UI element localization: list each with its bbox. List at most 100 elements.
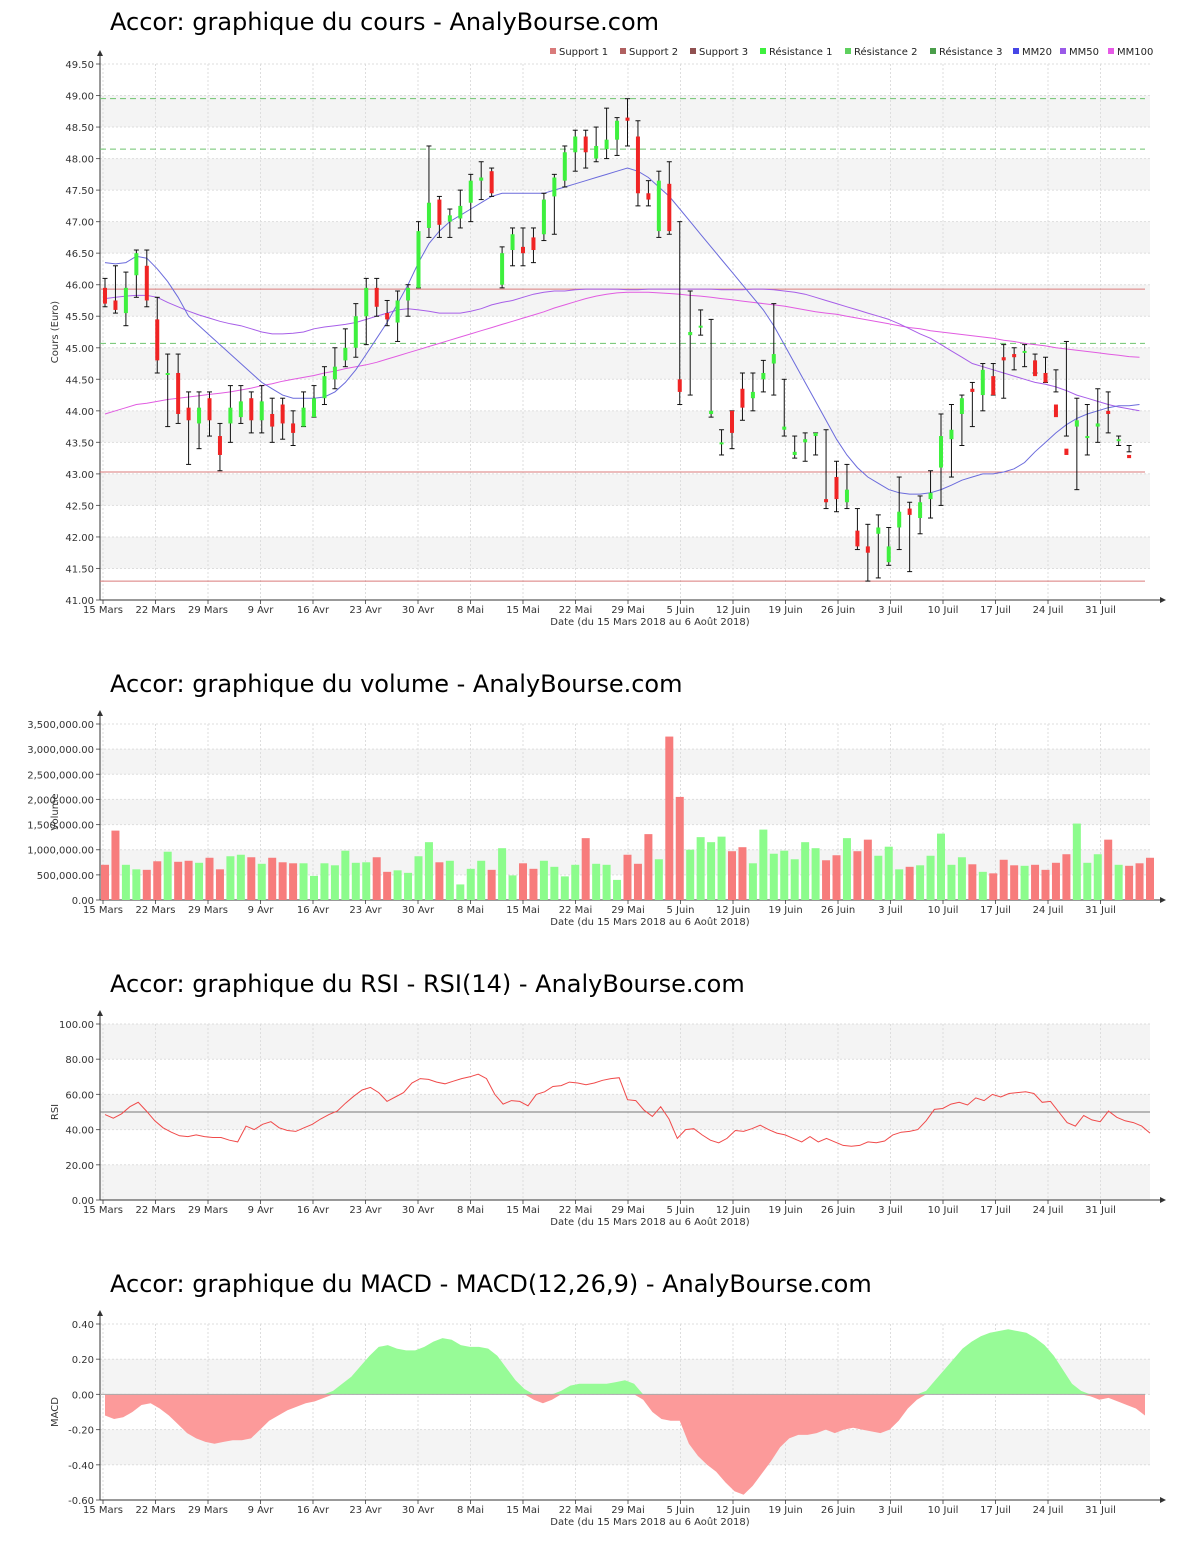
y-tick-label: 49.50 <box>65 60 94 71</box>
candle-body <box>521 246 525 254</box>
volume-bar <box>393 870 402 900</box>
volume-bar <box>633 863 642 900</box>
x-tick-label: 31 Juil <box>1085 1505 1116 1516</box>
y-tick-label: 41.50 <box>65 564 94 575</box>
x-tick-label: 15 Mai <box>506 1205 539 1216</box>
volume-bar <box>1072 823 1081 900</box>
x-tick-label: 15 Mars <box>83 905 123 916</box>
x-tick-label: 22 Mars <box>136 1205 176 1216</box>
x-tick-label: 19 Juin <box>768 1205 802 1216</box>
y-tick-label: 45.50 <box>65 312 94 323</box>
volume-bar <box>654 859 663 900</box>
volume-bar <box>1051 862 1060 900</box>
x-tick-label: 22 Mai <box>559 905 592 916</box>
x-tick-label: 15 Mars <box>83 1205 123 1216</box>
candle-body <box>991 376 996 396</box>
y-tick-label: 42.00 <box>65 533 94 544</box>
candle-body <box>719 442 724 445</box>
volume-bar <box>874 855 883 900</box>
volume-bar <box>728 851 736 900</box>
volume-bar <box>560 876 569 900</box>
legend-label: MM100 <box>1117 47 1153 58</box>
candle-body <box>1022 350 1027 353</box>
grid-band <box>100 799 1150 825</box>
volume-bar <box>383 871 392 900</box>
y-tick-label: -0.60 <box>68 1496 94 1507</box>
y-tick-label: 80.00 <box>65 1055 94 1066</box>
x-tick-label: 23 Avr <box>349 605 382 616</box>
x-tick-label: 16 Avr <box>297 905 330 916</box>
volume-bar <box>1083 862 1092 900</box>
x-tick-label: 29 Mai <box>611 605 644 616</box>
candle-body <box>761 372 766 380</box>
x-tick-label: 9 Avr <box>248 605 275 616</box>
y-tick-label: 47.00 <box>65 218 94 229</box>
volume-bar <box>529 868 538 900</box>
grid-band <box>100 221 1150 254</box>
y-axis-title: Volume <box>50 793 61 830</box>
price-chart: 41.00 41.50 42.00 42.50 43.00 43.50 44.00 44.50… <box>50 46 1166 628</box>
candle-body <box>500 253 505 285</box>
candle-body <box>134 253 139 276</box>
candle-body <box>322 376 327 399</box>
volume-bar <box>801 842 810 900</box>
volume-bar <box>278 862 287 900</box>
x-tick-label: 17 Juil <box>980 605 1011 616</box>
y-tick-label: 2,000,000.00 <box>27 795 94 806</box>
legend-swatch <box>760 48 766 54</box>
x-tick-label: 19 Juin <box>768 905 802 916</box>
y-tick-label: 0.00 <box>72 1390 94 1401</box>
price-chart-title: Accor: graphique du cours - AnalyBourse.… <box>110 8 660 36</box>
y-tick-label: 3,500,000.00 <box>27 720 94 731</box>
candle-body <box>604 139 609 150</box>
candle-body <box>750 391 755 399</box>
volume-bar <box>738 847 747 900</box>
x-tick-label: 8 Mai <box>457 1505 484 1516</box>
candle-body <box>1053 404 1058 418</box>
volume-bar <box>1114 864 1123 900</box>
volume-bar <box>571 864 580 900</box>
legend-swatch <box>845 48 851 54</box>
macd-panel: Accor: graphique du MACD - MACD(12,26,9)… <box>0 1262 1200 1550</box>
volume-bar <box>1041 869 1050 900</box>
candle-body <box>280 404 285 424</box>
volume-bar <box>153 861 162 900</box>
volume-bar <box>623 854 632 900</box>
x-tick-label: 30 Avr <box>402 605 435 616</box>
x-tick-label: 12 Juin <box>716 605 750 616</box>
volume-bar <box>195 862 204 900</box>
y-tick-label: 44.50 <box>65 375 94 386</box>
y-tick-label: 45.00 <box>65 344 94 355</box>
candle-body <box>155 319 160 361</box>
volume-bar <box>341 850 350 900</box>
y-tick-label: 0.40 <box>72 1320 94 1331</box>
x-tick-label: 22 Mars <box>136 1505 176 1516</box>
volume-bar <box>947 864 956 900</box>
y-axis-title: MACD <box>50 1397 61 1427</box>
candle-body <box>656 180 661 232</box>
volume-bar <box>592 863 601 900</box>
candle-body <box>1043 372 1048 383</box>
volume-bar <box>498 848 507 900</box>
x-tick-label: 24 Juil <box>1033 1205 1064 1216</box>
volume-bar <box>435 862 444 900</box>
candle-body <box>437 199 442 225</box>
grid-band <box>100 1024 1150 1060</box>
volume-bar <box>602 864 611 900</box>
x-tick-label: 9 Avr <box>248 1205 275 1216</box>
candle-body <box>123 287 128 314</box>
x-tick-label: 5 Juin <box>667 605 695 616</box>
candle-body <box>709 410 714 414</box>
legend-label: Résistance 3 <box>939 46 1002 58</box>
x-tick-label: 3 Juil <box>878 1205 902 1216</box>
macd-chart: -0.60 -0.40 -0.20 0.00 0.20 0.40 15 Mars 22 Mar… <box>50 1310 1166 1528</box>
volume-bar <box>1104 839 1113 900</box>
rsi-chart: 0.00 20.00 40.00 60.00 80.00 100.00 15 Mars 22 … <box>50 1010 1166 1228</box>
candle-body <box>625 117 630 121</box>
candle-body <box>510 234 515 251</box>
x-tick-label: 22 Mars <box>136 905 176 916</box>
macd-chart-title: Accor: graphique du MACD - MACD(12,26,9)… <box>110 1270 872 1298</box>
x-tick-label: 23 Avr <box>349 1505 382 1516</box>
x-tick-label: 17 Juil <box>980 905 1011 916</box>
candle-body <box>970 388 975 392</box>
